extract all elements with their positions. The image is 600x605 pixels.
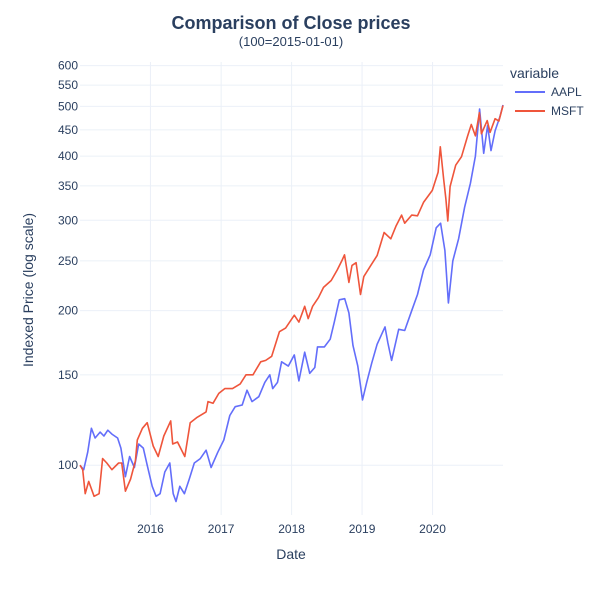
y-tick-label: 550 — [58, 78, 78, 92]
chart-title: Comparison of Close prices — [171, 13, 410, 33]
grid-layer — [80, 62, 503, 515]
x-tick-label: 2019 — [349, 522, 376, 536]
y-tick-label: 450 — [58, 123, 78, 137]
chart-subtitle: (100=2015-01-01) — [239, 34, 343, 49]
legend-label: AAPL — [551, 85, 582, 99]
legend-items: AAPL MSFT — [515, 85, 584, 118]
legend-item-msft[interactable]: MSFT — [515, 104, 584, 118]
y-tick-label: 600 — [58, 59, 78, 73]
legend-title: variable — [510, 65, 559, 81]
y-tick-label: 350 — [58, 179, 78, 193]
series-line-aapl[interactable] — [79, 104, 504, 503]
x-tick-label: 2018 — [278, 522, 305, 536]
series-layer[interactable] — [79, 104, 504, 503]
x-tick-label: 2016 — [137, 522, 164, 536]
legend-item-aapl[interactable]: AAPL — [515, 85, 582, 99]
y-tick-label: 100 — [58, 458, 78, 472]
y-tick-label: 300 — [58, 213, 78, 227]
y-axis-title: Indexed Price (log scale) — [20, 213, 36, 367]
y-tick-label: 200 — [58, 304, 78, 318]
y-tick-label: 400 — [58, 149, 78, 163]
x-axis-title: Date — [276, 546, 306, 562]
legend: variable AAPL MSFT — [510, 65, 584, 118]
y-tick-label: 500 — [58, 99, 78, 113]
x-tick-label: 2017 — [208, 522, 235, 536]
tick-layer: 100 150 200 250 300 350 400 450 500 550 600 2016 201… — [58, 59, 446, 536]
legend-label: MSFT — [551, 104, 584, 118]
series-line-msft[interactable] — [79, 105, 504, 498]
y-tick-label: 250 — [58, 254, 78, 268]
x-tick-label: 2020 — [419, 522, 446, 536]
y-tick-label: 150 — [58, 368, 78, 382]
